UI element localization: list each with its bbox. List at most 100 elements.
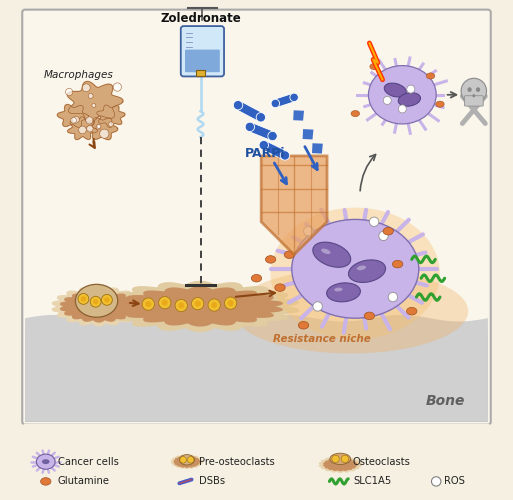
Circle shape: [81, 296, 86, 302]
Text: PARPi: PARPi: [245, 147, 285, 160]
Ellipse shape: [476, 87, 480, 92]
Polygon shape: [171, 455, 202, 468]
Polygon shape: [293, 110, 304, 120]
Ellipse shape: [436, 101, 444, 107]
Polygon shape: [57, 104, 89, 128]
Circle shape: [86, 117, 93, 124]
Polygon shape: [68, 117, 97, 140]
Polygon shape: [174, 456, 200, 467]
Circle shape: [90, 296, 101, 307]
Bar: [196, 70, 205, 76]
Ellipse shape: [271, 99, 280, 108]
Circle shape: [187, 456, 194, 463]
Polygon shape: [118, 287, 282, 326]
Circle shape: [66, 88, 73, 96]
Ellipse shape: [384, 83, 406, 97]
Ellipse shape: [41, 478, 51, 485]
Circle shape: [78, 126, 86, 134]
Ellipse shape: [370, 64, 378, 70]
Ellipse shape: [467, 87, 471, 92]
Circle shape: [104, 297, 110, 302]
Text: ROS: ROS: [444, 476, 465, 486]
Circle shape: [407, 85, 415, 93]
Polygon shape: [236, 101, 263, 121]
Circle shape: [175, 300, 187, 312]
Circle shape: [93, 299, 98, 304]
Ellipse shape: [426, 73, 435, 79]
Ellipse shape: [275, 284, 285, 292]
Circle shape: [142, 298, 154, 310]
Circle shape: [461, 78, 486, 104]
Polygon shape: [303, 129, 313, 140]
Ellipse shape: [472, 94, 475, 98]
FancyBboxPatch shape: [464, 96, 483, 106]
Ellipse shape: [368, 66, 436, 124]
Circle shape: [225, 297, 236, 310]
Circle shape: [97, 124, 101, 128]
FancyBboxPatch shape: [23, 424, 490, 500]
Circle shape: [304, 226, 313, 236]
Circle shape: [88, 94, 93, 98]
Circle shape: [379, 231, 388, 240]
Ellipse shape: [383, 228, 393, 235]
FancyBboxPatch shape: [22, 10, 491, 424]
Ellipse shape: [180, 454, 194, 465]
Polygon shape: [87, 118, 118, 140]
Ellipse shape: [265, 256, 276, 263]
Ellipse shape: [233, 100, 243, 110]
Circle shape: [369, 217, 379, 226]
Circle shape: [398, 105, 406, 113]
Ellipse shape: [330, 453, 350, 464]
Text: Bone: Bone: [426, 394, 465, 408]
Ellipse shape: [357, 266, 366, 270]
Text: Resistance niche: Resistance niche: [273, 334, 371, 344]
Ellipse shape: [334, 288, 343, 292]
Polygon shape: [25, 315, 488, 422]
Circle shape: [388, 292, 398, 302]
Polygon shape: [67, 82, 123, 122]
Ellipse shape: [245, 122, 254, 132]
Text: SLC1A5: SLC1A5: [353, 476, 391, 486]
Polygon shape: [262, 141, 287, 160]
Polygon shape: [261, 156, 327, 254]
Polygon shape: [312, 143, 323, 154]
Circle shape: [100, 129, 109, 138]
Polygon shape: [52, 287, 145, 326]
Ellipse shape: [259, 140, 268, 150]
Ellipse shape: [251, 274, 262, 282]
Circle shape: [228, 300, 234, 306]
Circle shape: [109, 122, 113, 126]
Ellipse shape: [268, 132, 277, 140]
Circle shape: [208, 299, 220, 311]
Circle shape: [82, 84, 90, 92]
Circle shape: [145, 301, 151, 307]
Ellipse shape: [321, 248, 330, 254]
Circle shape: [159, 296, 171, 309]
Polygon shape: [274, 94, 295, 108]
FancyBboxPatch shape: [185, 50, 220, 72]
Circle shape: [71, 118, 76, 123]
Text: Cancer cells: Cancer cells: [58, 456, 119, 466]
Text: Glutamine: Glutamine: [58, 476, 110, 486]
Circle shape: [431, 476, 441, 486]
Text: Zoledronate: Zoledronate: [160, 12, 241, 25]
Ellipse shape: [280, 150, 290, 160]
Ellipse shape: [348, 260, 386, 282]
Ellipse shape: [313, 242, 351, 268]
Circle shape: [313, 302, 322, 311]
Polygon shape: [248, 122, 274, 140]
Polygon shape: [324, 458, 357, 470]
Ellipse shape: [256, 112, 266, 122]
Ellipse shape: [233, 269, 468, 353]
Circle shape: [180, 456, 186, 463]
Ellipse shape: [271, 208, 440, 340]
Circle shape: [102, 294, 112, 306]
Circle shape: [162, 300, 168, 306]
Circle shape: [211, 302, 217, 308]
Ellipse shape: [292, 220, 419, 318]
Ellipse shape: [36, 454, 55, 469]
Ellipse shape: [42, 459, 50, 464]
Circle shape: [178, 302, 184, 308]
FancyBboxPatch shape: [181, 26, 224, 76]
Ellipse shape: [284, 251, 294, 258]
